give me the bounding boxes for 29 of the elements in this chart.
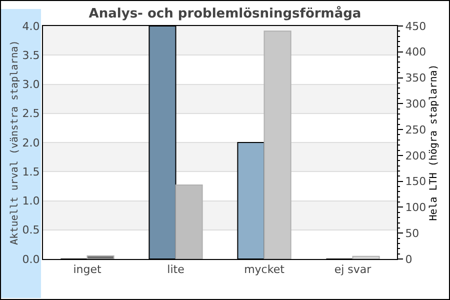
y-tick-label: 0.5 <box>22 224 40 237</box>
y2-tick-label: 200 <box>405 149 426 162</box>
x-tick-label: inget <box>73 263 102 276</box>
y2-tick-label: 150 <box>405 175 426 188</box>
chart-title: Analys- och problemlösningsförmåga <box>88 6 362 22</box>
y-tick-label: 3.0 <box>22 78 40 92</box>
y-tick-label: 3.5 <box>22 48 40 62</box>
y2-tick-label: 100 <box>405 201 426 214</box>
y2-tick-label: 50 <box>405 226 420 240</box>
y-tick-label: 4.0 <box>22 20 40 33</box>
y-tick-label: 2.0 <box>22 136 40 150</box>
y-tick-label: 1.0 <box>22 194 40 208</box>
y-axis-title: Aktuellt urval (vänstra staplarna) <box>9 40 20 245</box>
y2-tick-label: 250 <box>405 123 426 136</box>
y2-tick-label: 0 <box>405 252 412 266</box>
y-tick-label: 1.5 <box>22 165 40 178</box>
y2-tick-label: 300 <box>405 98 426 111</box>
y2-tick-label: 450 <box>405 20 426 33</box>
x-tick-label: mycket <box>244 263 286 276</box>
x-tick-label: ej svar <box>334 263 372 276</box>
bar <box>86 255 114 259</box>
y2-axis-title: Hela LTH (högra staplarna) <box>428 64 440 221</box>
bar <box>352 256 380 259</box>
bar <box>175 184 203 259</box>
y2-tick-label: 400 <box>405 46 426 59</box>
y-tick-label: 0.0 <box>22 252 40 266</box>
y2-tick-label: 350 <box>405 72 426 85</box>
y-tick-label: 2.5 <box>22 107 40 120</box>
x-tick-label: lite <box>167 263 185 276</box>
